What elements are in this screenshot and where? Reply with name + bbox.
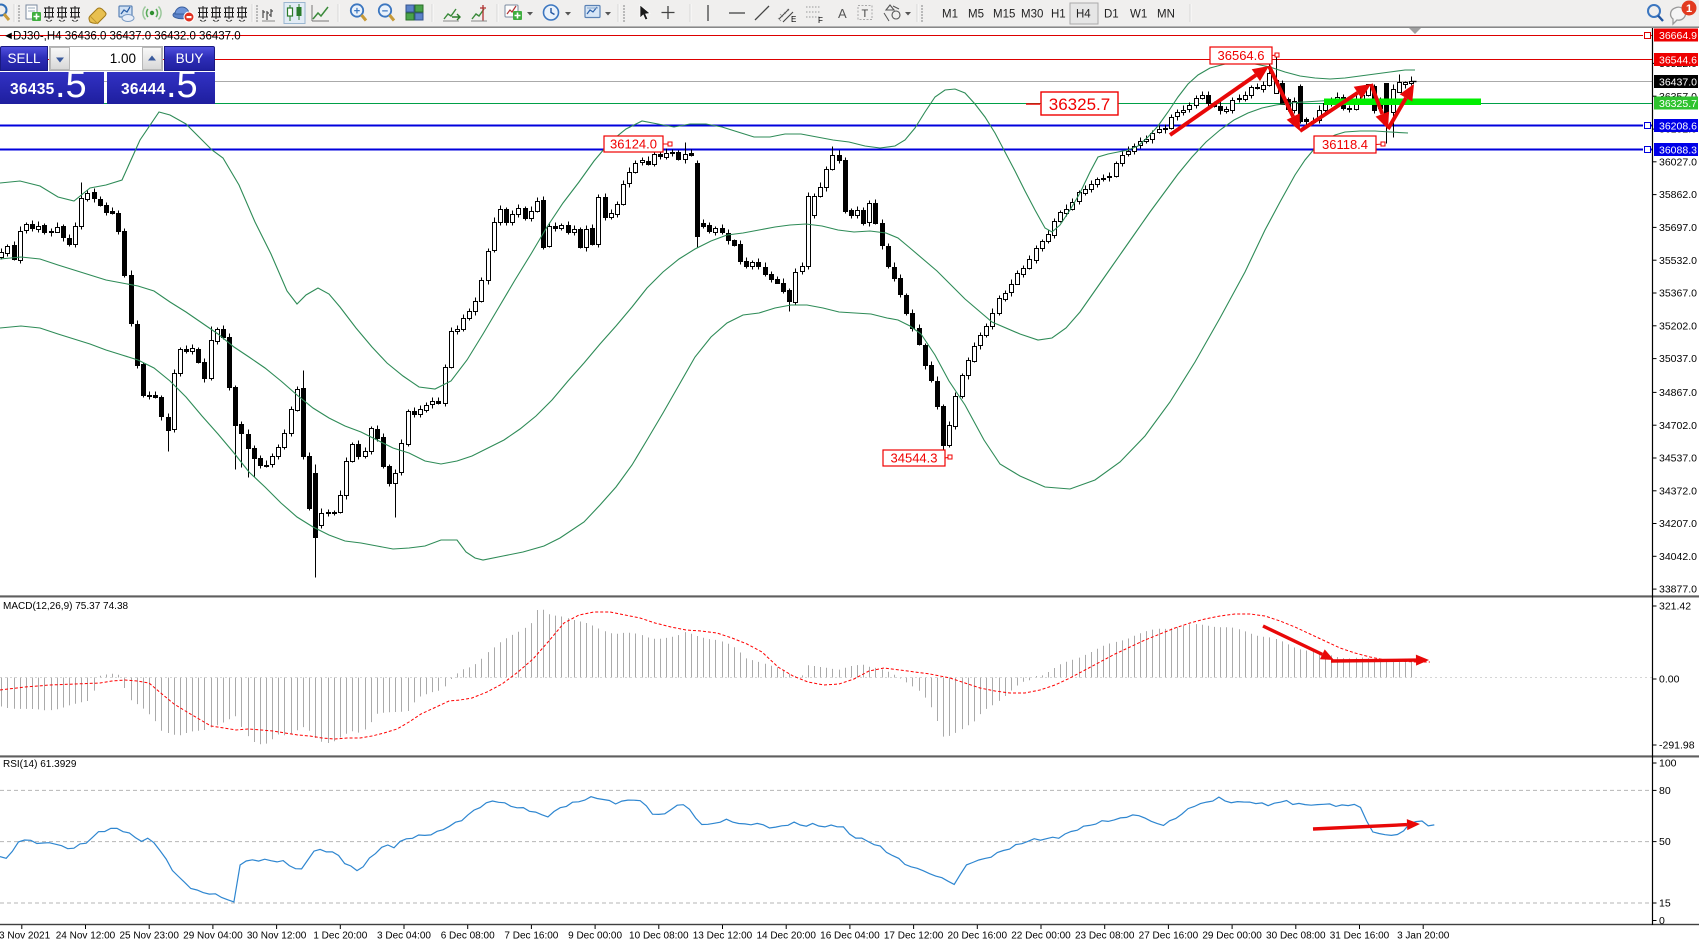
svg-text:−: − (382, 6, 388, 18)
svg-text:1 Dec 20:00: 1 Dec 20:00 (313, 931, 367, 942)
svg-text:34372.0: 34372.0 (1659, 485, 1697, 497)
svg-text:MACD(12,26,9) 75.37 74.38: MACD(12,26,9) 75.37 74.38 (3, 601, 129, 612)
svg-text:E: E (791, 15, 796, 24)
svg-text:W1: W1 (1130, 9, 1147, 21)
svg-text:100: 100 (1659, 758, 1677, 770)
svg-text:321.42: 321.42 (1659, 601, 1691, 613)
svg-text:A: A (838, 6, 847, 21)
svg-text:17 Dec 12:00: 17 Dec 12:00 (884, 931, 944, 942)
svg-text:0.00: 0.00 (1659, 674, 1680, 686)
svg-text:35367.0: 35367.0 (1659, 288, 1697, 300)
svg-text:35202.0: 35202.0 (1659, 320, 1697, 332)
svg-text:30 Dec 08:00: 30 Dec 08:00 (1266, 931, 1326, 942)
svg-text:36124.0: 36124.0 (610, 137, 657, 152)
svg-text:36325.7: 36325.7 (1659, 98, 1697, 110)
svg-text:29 Dec 00:00: 29 Dec 00:00 (1202, 931, 1262, 942)
svg-text:-291.98: -291.98 (1659, 740, 1695, 752)
svg-text:H4: H4 (1076, 9, 1091, 21)
svg-text:14 Dec 20:00: 14 Dec 20:00 (756, 931, 816, 942)
svg-text:35532.0: 35532.0 (1659, 255, 1697, 267)
svg-text:+: + (354, 6, 360, 18)
svg-text:23 Nov 2021: 23 Nov 2021 (0, 931, 51, 942)
svg-text:M5: M5 (968, 9, 984, 21)
svg-text:3 Dec 04:00: 3 Dec 04:00 (377, 931, 431, 942)
svg-text:29 Nov 04:00: 29 Nov 04:00 (183, 931, 243, 942)
svg-text:1: 1 (1686, 3, 1692, 15)
svg-text:35697.0: 35697.0 (1659, 222, 1697, 234)
svg-text:RSI(14) 61.3929: RSI(14) 61.3929 (3, 759, 77, 770)
svg-text:24 Nov 12:00: 24 Nov 12:00 (56, 931, 116, 942)
svg-text:36118.4: 36118.4 (1322, 137, 1368, 152)
svg-text:33877.0: 33877.0 (1659, 584, 1697, 596)
svg-text:34544.3: 34544.3 (891, 451, 938, 466)
svg-text:F: F (818, 16, 823, 25)
svg-text:36325.7: 36325.7 (1049, 95, 1110, 114)
svg-text:M1: M1 (942, 9, 958, 21)
svg-text:36437.0: 36437.0 (1659, 76, 1697, 88)
svg-text:27 Dec 16:00: 27 Dec 16:00 (1139, 931, 1199, 942)
svg-text:36544.6: 36544.6 (1659, 54, 1697, 66)
svg-text:D1: D1 (1104, 9, 1119, 21)
svg-text:15: 15 (1659, 898, 1671, 910)
svg-text:34702.0: 34702.0 (1659, 420, 1697, 432)
svg-text:22 Dec 00:00: 22 Dec 00:00 (1011, 931, 1071, 942)
svg-text:H1: H1 (1051, 9, 1066, 21)
svg-text:M30: M30 (1021, 9, 1043, 21)
svg-text:MN: MN (1157, 9, 1175, 21)
svg-text:31 Dec 16:00: 31 Dec 16:00 (1330, 931, 1390, 942)
svg-text:36027.0: 36027.0 (1659, 156, 1697, 168)
svg-text:34207.0: 34207.0 (1659, 518, 1697, 530)
svg-text:13 Dec 12:00: 13 Dec 12:00 (693, 931, 753, 942)
svg-text:0: 0 (1659, 915, 1665, 927)
svg-text:◄: ◄ (3, 30, 14, 42)
svg-text:M15: M15 (993, 9, 1015, 21)
svg-text:36088.3: 36088.3 (1659, 144, 1697, 156)
svg-text:80: 80 (1659, 785, 1671, 797)
svg-text:35037.0: 35037.0 (1659, 353, 1697, 365)
svg-text:6 Dec 08:00: 6 Dec 08:00 (441, 931, 495, 942)
svg-text:7 Dec 16:00: 7 Dec 16:00 (504, 931, 558, 942)
svg-text:34042.0: 34042.0 (1659, 551, 1697, 563)
svg-text:20 Dec 16:00: 20 Dec 16:00 (948, 931, 1008, 942)
svg-text:36208.6: 36208.6 (1659, 120, 1697, 132)
svg-text:35862.0: 35862.0 (1659, 189, 1697, 201)
svg-text:34867.0: 34867.0 (1659, 387, 1697, 399)
svg-text:9 Dec 00:00: 9 Dec 00:00 (568, 931, 622, 942)
svg-text:36564.6: 36564.6 (1218, 48, 1265, 63)
svg-text:DJ30-,H4 36436.0 36437.0 3643: DJ30-,H4 36436.0 36437.0 36432.0 36437.0 (13, 31, 241, 43)
svg-text:T: T (862, 8, 869, 20)
svg-text:23 Dec 08:00: 23 Dec 08:00 (1075, 931, 1135, 942)
svg-text:16 Dec 04:00: 16 Dec 04:00 (820, 931, 880, 942)
svg-text:30 Nov 12:00: 30 Nov 12:00 (247, 931, 307, 942)
svg-text:25 Nov 23:00: 25 Nov 23:00 (119, 931, 179, 942)
svg-text:50: 50 (1659, 836, 1671, 848)
svg-text:36664.9: 36664.9 (1659, 30, 1697, 42)
svg-text:34537.0: 34537.0 (1659, 453, 1697, 465)
svg-text:3 Jan 20:00: 3 Jan 20:00 (1397, 931, 1450, 942)
svg-text:10 Dec 08:00: 10 Dec 08:00 (629, 931, 689, 942)
